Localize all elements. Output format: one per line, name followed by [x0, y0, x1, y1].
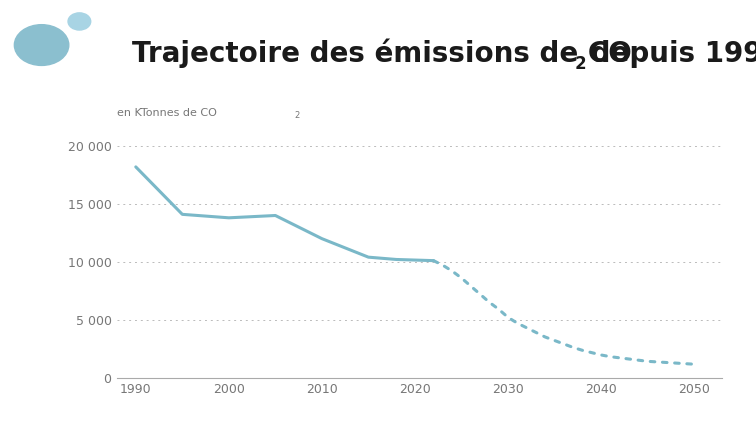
- Text: Trajectoire des émissions de CO: Trajectoire des émissions de CO: [132, 39, 632, 68]
- Text: 2: 2: [295, 111, 300, 120]
- Text: en KTonnes de CO: en KTonnes de CO: [117, 108, 217, 118]
- Text: depuis 1990: depuis 1990: [581, 39, 756, 68]
- Text: 2: 2: [575, 55, 586, 73]
